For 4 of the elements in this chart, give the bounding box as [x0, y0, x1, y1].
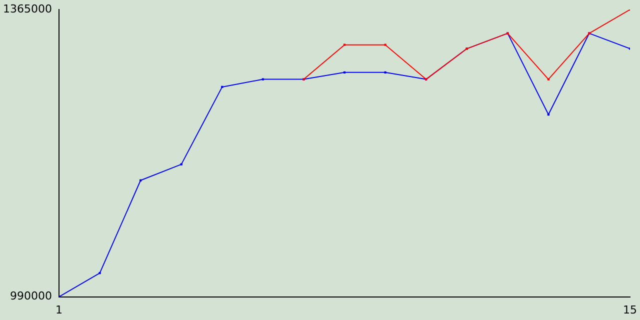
y-tick-label: 990000 — [10, 290, 52, 303]
x-tick-label: 15 — [623, 303, 637, 316]
x-tick-label: 1 — [55, 303, 62, 316]
y-tick-label: 1365000 — [2, 2, 52, 16]
